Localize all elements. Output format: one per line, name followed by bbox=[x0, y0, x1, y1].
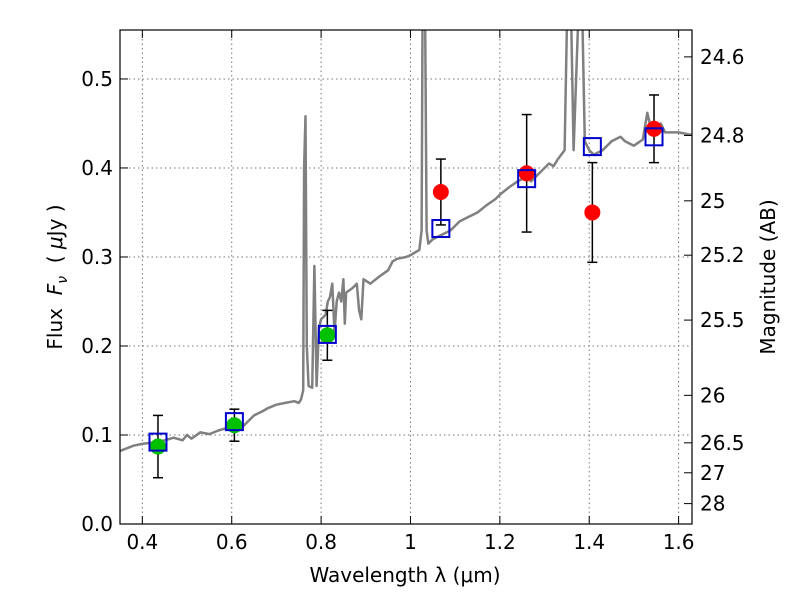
photometry-points-layer bbox=[149, 120, 663, 455]
template-spectrum-layer bbox=[120, 30, 692, 453]
magnitude-tick-label: 25.5 bbox=[700, 308, 745, 332]
tick-labels-layer: 0.4 0.6 0.8 1 1.2 1.4 1.6 0.0 0.1 0.2 0.3 0.4 0.5 24.… bbox=[81, 45, 744, 554]
y-axis-title-suffix: Jy ) bbox=[43, 204, 67, 238]
model-box bbox=[224, 412, 244, 432]
magnitude-tick-label: 26.5 bbox=[700, 431, 745, 455]
template-spectrum-line bbox=[120, 30, 692, 453]
green-photometry-point bbox=[149, 438, 166, 455]
model-box bbox=[148, 432, 168, 452]
x-tick-label: 1.4 bbox=[573, 530, 605, 554]
y-tick-label: 0.1 bbox=[81, 423, 113, 447]
y-tick-label: 0.0 bbox=[81, 512, 113, 536]
x-tick-label: 0.4 bbox=[126, 530, 158, 554]
red-photometry-point bbox=[432, 183, 449, 200]
y-axis-title-prefix: Flux bbox=[43, 295, 67, 349]
y-tick-label: 0.2 bbox=[81, 334, 113, 358]
model-box bbox=[431, 218, 451, 238]
y-axis-title-right: Magnitude (AB) bbox=[756, 199, 780, 354]
axes-frame bbox=[119, 29, 693, 525]
plot-frame bbox=[119, 29, 693, 525]
model-boxes-layer bbox=[148, 127, 664, 452]
magnitude-tick-label: 24.8 bbox=[700, 123, 745, 147]
y-tick-label: 0.3 bbox=[81, 245, 113, 269]
magnitude-tick-label: 27 bbox=[700, 461, 725, 485]
x-axis-title: Wavelength λ (μm) bbox=[309, 563, 500, 587]
magnitude-tick-label: 24.6 bbox=[700, 45, 745, 69]
model-box bbox=[517, 169, 537, 189]
y-axis-title-mu: μ bbox=[43, 236, 67, 250]
magnitude-tick-label: 28 bbox=[700, 492, 725, 516]
y-axis-title-subscript: ν bbox=[55, 276, 71, 284]
y-tick-label: 0.4 bbox=[81, 156, 113, 180]
y-axis-title-mid: ( bbox=[43, 249, 67, 276]
x-tick-label: 0.8 bbox=[305, 530, 337, 554]
y-axis-title-left: Flux Fν ( μJy ) bbox=[43, 204, 71, 349]
red-photometry-point bbox=[584, 204, 601, 221]
y-tick-label: 0.5 bbox=[81, 67, 113, 91]
y-axis-title-symbol: F bbox=[43, 283, 67, 295]
magnitude-tick-label: 25 bbox=[700, 189, 725, 213]
x-tick-label: 1 bbox=[404, 530, 417, 554]
green-photometry-point bbox=[319, 327, 336, 344]
x-tick-label: 1.2 bbox=[484, 530, 516, 554]
x-tick-label: 1.6 bbox=[663, 530, 695, 554]
x-tick-label: 0.6 bbox=[216, 530, 248, 554]
magnitude-tick-label: 25.2 bbox=[700, 243, 745, 267]
model-box bbox=[644, 127, 664, 147]
model-box bbox=[317, 324, 337, 344]
grid-lines bbox=[120, 30, 692, 525]
model-box bbox=[582, 137, 602, 157]
red-photometry-point bbox=[518, 165, 535, 182]
magnitude-tick-label: 26 bbox=[700, 383, 725, 407]
